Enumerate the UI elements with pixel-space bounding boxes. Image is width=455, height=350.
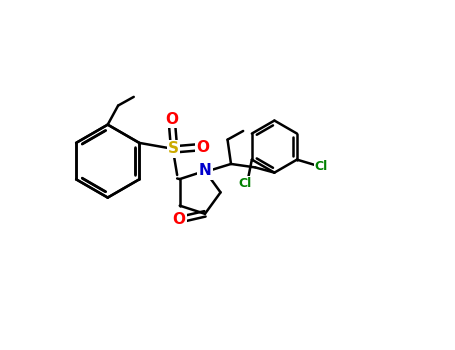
Text: O: O [166,112,178,127]
Text: N: N [198,163,211,178]
Text: Cl: Cl [315,160,328,173]
Text: O: O [197,140,210,155]
Text: Cl: Cl [238,177,252,190]
Text: O: O [172,211,186,226]
Text: S: S [168,141,179,156]
